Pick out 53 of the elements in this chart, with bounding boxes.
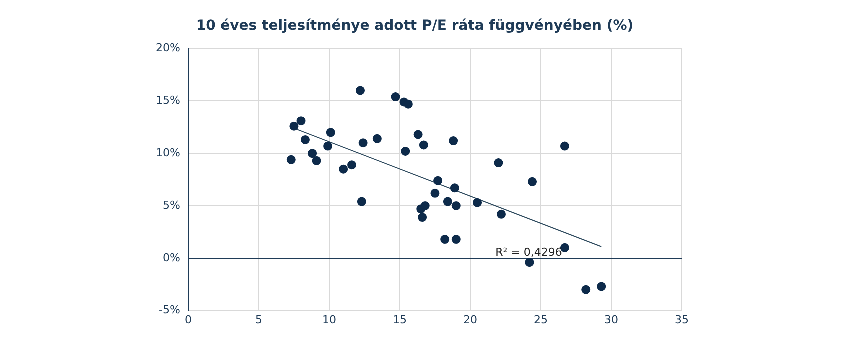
- point: [452, 202, 461, 210]
- point: [391, 92, 400, 102]
- point: [582, 285, 591, 294]
- point: [300, 135, 310, 144]
- y-tick-label: -5%: [159, 304, 180, 317]
- point: [525, 258, 534, 268]
- y-tick-label: 0%: [162, 251, 180, 264]
- point: [290, 122, 299, 131]
- point: [418, 213, 428, 222]
- point: [414, 130, 423, 140]
- y-tick-label: 20%: [156, 42, 180, 55]
- x-tick-label: 35: [675, 313, 689, 326]
- point: [452, 235, 461, 244]
- point: [326, 128, 336, 138]
- point: [312, 156, 322, 166]
- x-tick-label: 5: [255, 313, 262, 326]
- point: [356, 86, 365, 96]
- point: [443, 197, 452, 206]
- point: [401, 147, 410, 156]
- point: [597, 282, 606, 292]
- point: [528, 177, 538, 186]
- y-tick-label: 5%: [162, 198, 180, 212]
- point: [560, 142, 570, 151]
- y-tick-label: 15%: [156, 94, 180, 108]
- point: [450, 184, 460, 193]
- point: [372, 134, 382, 144]
- x-tick-label: 20: [463, 313, 478, 326]
- point: [348, 160, 357, 170]
- point: [430, 188, 440, 198]
- point: [324, 142, 333, 151]
- point: [357, 197, 366, 206]
- point: [440, 235, 450, 244]
- point: [308, 149, 318, 158]
- point: [420, 202, 430, 210]
- point: [286, 155, 296, 164]
- point: [339, 164, 348, 174]
- point: [296, 116, 306, 126]
- point: [494, 158, 504, 168]
- point: [449, 136, 458, 146]
- point: [358, 138, 368, 148]
- chart-title: 10 éves teljesítménye adott P/E ráta függvényében (%): [196, 18, 634, 34]
- y-tick-label: 10%: [156, 146, 180, 160]
- x-tick-label: 0: [184, 313, 192, 326]
- annotation: R² = 0,4296: [496, 246, 562, 259]
- x-tick-label: 15: [392, 313, 407, 326]
- x-tick-label: 10: [322, 313, 336, 326]
- point: [497, 210, 506, 219]
- point: [473, 198, 482, 208]
- x-tick-label: 30: [604, 313, 618, 326]
- point: [434, 176, 443, 186]
- point: [404, 100, 413, 109]
- x-tick-label: 25: [534, 313, 548, 326]
- point: [419, 140, 428, 150]
